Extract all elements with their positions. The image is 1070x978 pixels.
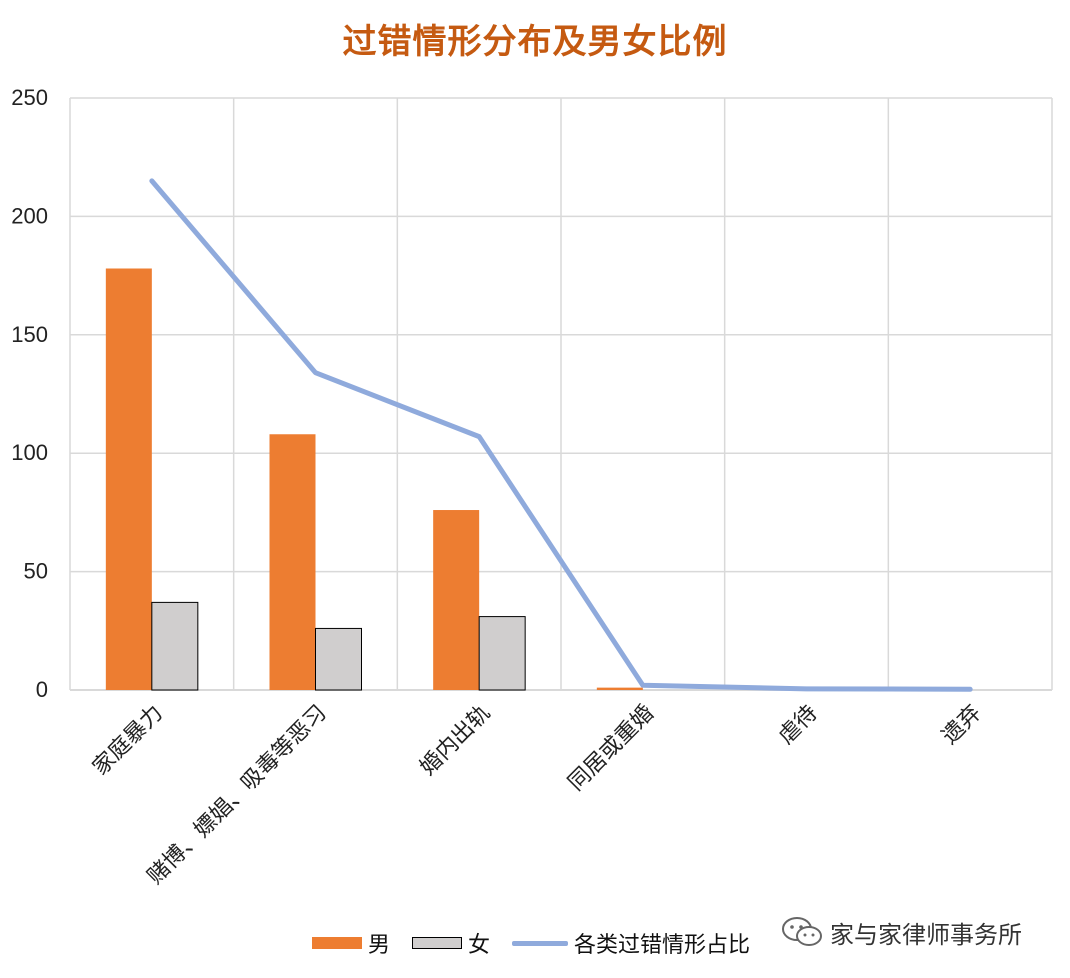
y-tick-label: 200: [11, 203, 48, 228]
grid-lines: [69, 97, 1053, 691]
bar-male: [596, 687, 643, 690]
bar-female: [478, 616, 526, 691]
x-tick-label: 婚内出轨: [415, 701, 495, 781]
bar-male: [433, 510, 480, 690]
y-tick-label: 250: [11, 85, 48, 110]
legend-item-female: 女: [412, 927, 490, 959]
bar-female: [151, 601, 199, 691]
bar-male: [105, 268, 152, 690]
x-tick-label: 同居或重婚: [564, 701, 659, 796]
y-tick-label: 100: [11, 440, 48, 465]
y-tick-label: 50: [24, 559, 48, 584]
x-tick-label: 赌博、嫖娼、吸毒等恶习: [143, 701, 332, 890]
y-axis-ticks: 0 50 100 150 200 250: [11, 85, 48, 702]
chart-title: 过错情形分布及男女比例: [342, 22, 728, 62]
wechat-icon: [782, 917, 822, 946]
legend-swatch-ratio: [512, 940, 569, 946]
series-line: [149, 178, 973, 692]
watermark: 家与家律师事务所: [780, 912, 1022, 952]
bar-male: [269, 434, 316, 690]
legend-item-male: 男: [312, 927, 390, 959]
bars: [105, 268, 643, 691]
watermark-text: 家与家律师事务所: [830, 920, 1022, 949]
y-tick-label: 0: [36, 677, 48, 702]
x-tick-label: 家庭暴力: [88, 701, 168, 781]
x-tick-label: 虐待: [774, 701, 823, 750]
legend-label-ratio: 各类过错情形占比: [574, 933, 751, 958]
legend-swatch-male: [312, 937, 362, 949]
legend: 男 女 各类过错情形占比: [0, 928, 800, 958]
x-tick-label: 遗弃: [938, 701, 987, 750]
legend-item-ratio: 各类过错情形占比: [512, 927, 750, 959]
y-tick-label: 150: [11, 322, 48, 347]
legend-label-male: 男: [368, 933, 391, 958]
legend-label-female: 女: [468, 933, 491, 958]
trend-line: [149, 178, 973, 692]
legend-swatch-female: [412, 937, 463, 949]
bar-female: [315, 627, 362, 691]
